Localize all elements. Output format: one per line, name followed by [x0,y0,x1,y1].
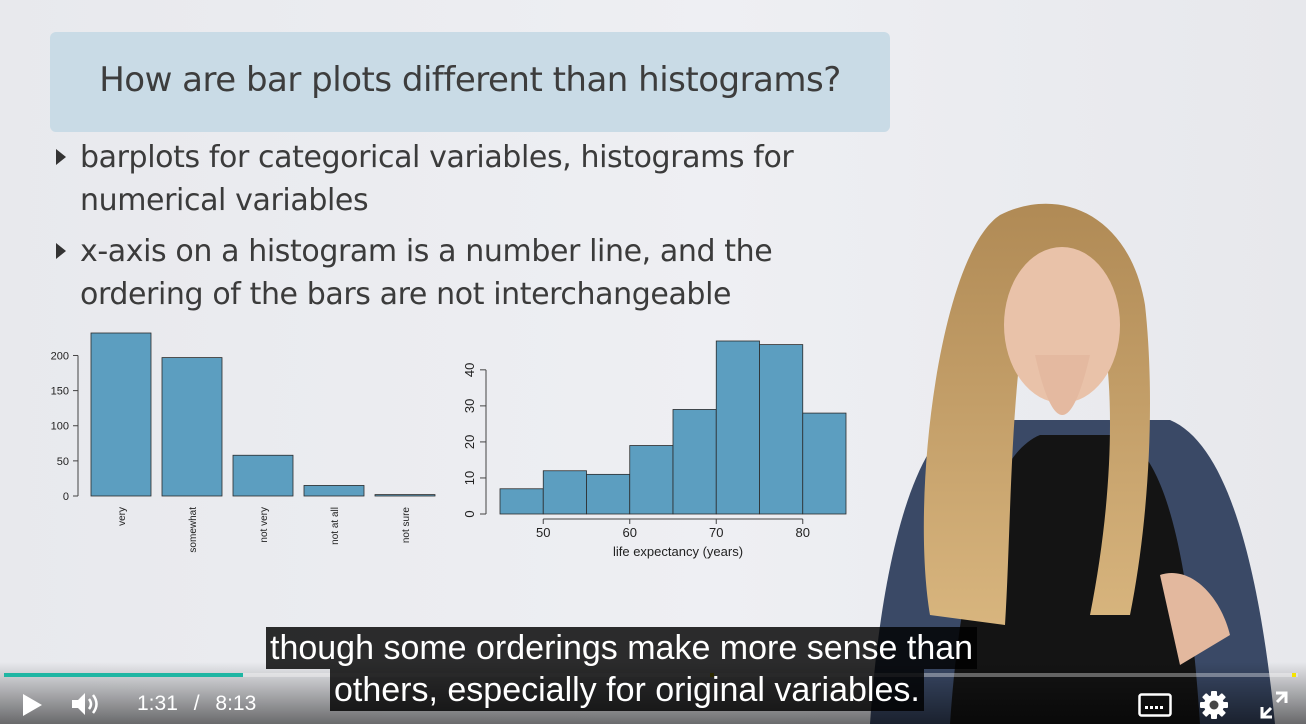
bar [161,357,223,497]
volume-icon[interactable] [70,690,102,718]
slide-bullet-1: barplots for categorical variables, hist… [56,136,800,222]
y-tick-label: 40 [462,363,477,377]
y-tick-label: 0 [462,510,477,517]
y-tick-label: 20 [462,435,477,449]
histogram-bar [759,344,804,515]
captions-icon[interactable] [1138,693,1172,717]
duration: 8:13 [215,692,257,715]
time-display: 1:31 / 8:13 [137,692,256,716]
y-tick-label: 100 [51,421,69,433]
y-tick-label: 0 [63,491,69,503]
x-tick-label: 80 [796,525,810,540]
x-category-label: not at all [330,507,341,545]
x-tick-label: 50 [536,525,550,540]
bar [374,494,436,497]
fullscreen-icon[interactable] [1259,690,1289,720]
y-tick-label: 30 [462,399,477,413]
histogram-bar [629,445,674,515]
progress-played [4,673,244,677]
x-category-label: not very [259,507,270,543]
current-time: 1:31 [137,692,178,715]
y-tick-label: 50 [57,456,69,468]
bullet-text: x-axis on a histogram is a number line, … [80,234,773,312]
caption-line-2: others, especially for original variable… [330,669,924,711]
histogram-bar [715,340,760,515]
bar-chart: 0 50 100 150 200 very somewhat not very not at a… [51,332,436,553]
histogram-bar [672,409,717,515]
y-tick-label: 10 [462,471,477,485]
bar [232,454,294,497]
bullet-arrow-icon [56,243,66,259]
histogram-bar [542,470,587,515]
y-tick-label: 200 [51,350,69,362]
caption-line-1: though some orderings make more sense th… [266,627,978,669]
x-axis-label: life expectancy (years) [613,544,743,559]
bullet-text: barplots for categorical variables, hist… [80,140,794,218]
x-tick-label: 60 [623,525,637,540]
play-icon[interactable] [20,692,44,718]
x-category-label: somewhat [188,507,199,553]
histogram-bar [586,473,631,515]
presenter-video [870,203,1275,724]
slide-bullet-2: x-axis on a histogram is a number line, … [56,230,800,316]
bar [303,485,365,497]
histogram-bar [499,488,544,515]
settings-icon[interactable] [1199,690,1229,720]
bullet-arrow-icon [56,149,66,165]
y-tick-label: 150 [51,386,69,398]
histogram-chart: 0 10 20 30 40 50 60 70 80 life expectancy (years) [462,340,847,559]
slide-title: How are bar plots different than histogr… [99,60,841,100]
x-category-label: not sure [401,507,412,544]
bar [90,332,152,497]
histogram-bar [802,412,847,515]
time-separator: / [193,692,200,715]
slide-title-box: How are bar plots different than histogr… [50,32,890,132]
x-category-label: very [117,507,128,526]
x-tick-label: 70 [709,525,723,540]
chapter-marker[interactable] [1292,673,1296,677]
